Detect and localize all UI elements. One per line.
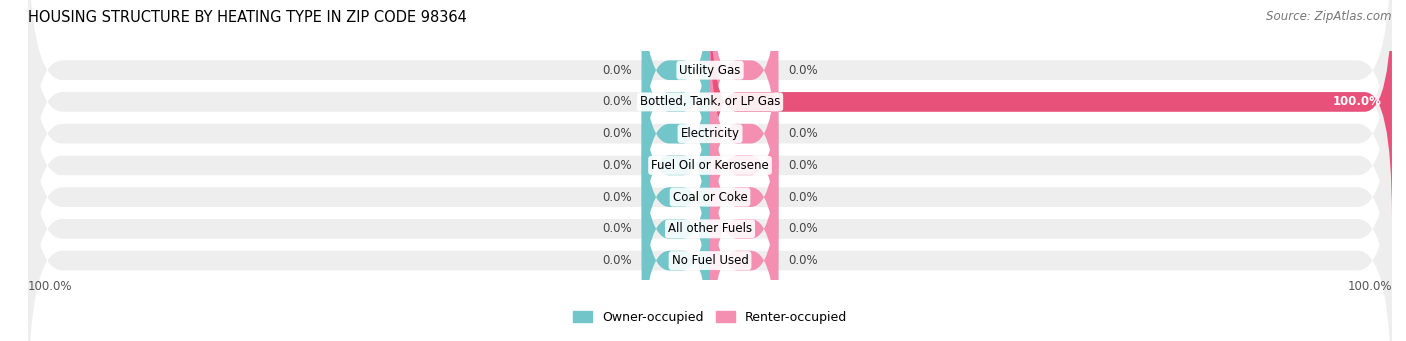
FancyBboxPatch shape [28, 17, 1392, 314]
FancyBboxPatch shape [28, 0, 1392, 219]
FancyBboxPatch shape [643, 17, 710, 251]
Text: No Fuel Used: No Fuel Used [672, 254, 748, 267]
FancyBboxPatch shape [28, 112, 1392, 341]
FancyBboxPatch shape [643, 0, 710, 219]
FancyBboxPatch shape [28, 0, 1392, 282]
Text: 0.0%: 0.0% [602, 95, 631, 108]
Text: 0.0%: 0.0% [602, 254, 631, 267]
FancyBboxPatch shape [643, 112, 710, 341]
FancyBboxPatch shape [710, 80, 779, 314]
Text: 100.0%: 100.0% [1347, 280, 1392, 293]
Text: 0.0%: 0.0% [602, 64, 631, 77]
Text: Coal or Coke: Coal or Coke [672, 191, 748, 204]
Text: 0.0%: 0.0% [789, 191, 818, 204]
Text: Source: ZipAtlas.com: Source: ZipAtlas.com [1267, 10, 1392, 23]
FancyBboxPatch shape [710, 0, 1392, 219]
FancyBboxPatch shape [710, 112, 779, 341]
FancyBboxPatch shape [643, 80, 710, 314]
Text: 0.0%: 0.0% [789, 159, 818, 172]
FancyBboxPatch shape [643, 0, 710, 187]
Text: 0.0%: 0.0% [789, 222, 818, 235]
FancyBboxPatch shape [28, 80, 1392, 341]
Text: 0.0%: 0.0% [789, 254, 818, 267]
Text: Electricity: Electricity [681, 127, 740, 140]
FancyBboxPatch shape [28, 0, 1392, 251]
Text: 0.0%: 0.0% [602, 191, 631, 204]
FancyBboxPatch shape [643, 48, 710, 282]
Text: HOUSING STRUCTURE BY HEATING TYPE IN ZIP CODE 98364: HOUSING STRUCTURE BY HEATING TYPE IN ZIP… [28, 10, 467, 25]
FancyBboxPatch shape [710, 17, 779, 251]
Text: 0.0%: 0.0% [789, 64, 818, 77]
FancyBboxPatch shape [710, 0, 779, 187]
Text: All other Fuels: All other Fuels [668, 222, 752, 235]
Text: Bottled, Tank, or LP Gas: Bottled, Tank, or LP Gas [640, 95, 780, 108]
Text: 0.0%: 0.0% [602, 127, 631, 140]
FancyBboxPatch shape [710, 48, 779, 282]
Text: 0.0%: 0.0% [789, 127, 818, 140]
Text: 100.0%: 100.0% [28, 280, 73, 293]
Text: 0.0%: 0.0% [602, 159, 631, 172]
Legend: Owner-occupied, Renter-occupied: Owner-occupied, Renter-occupied [574, 311, 846, 324]
FancyBboxPatch shape [710, 144, 779, 341]
Text: Utility Gas: Utility Gas [679, 64, 741, 77]
Text: Fuel Oil or Kerosene: Fuel Oil or Kerosene [651, 159, 769, 172]
FancyBboxPatch shape [28, 48, 1392, 341]
FancyBboxPatch shape [643, 144, 710, 341]
Text: 100.0%: 100.0% [1333, 95, 1382, 108]
Text: 0.0%: 0.0% [602, 222, 631, 235]
